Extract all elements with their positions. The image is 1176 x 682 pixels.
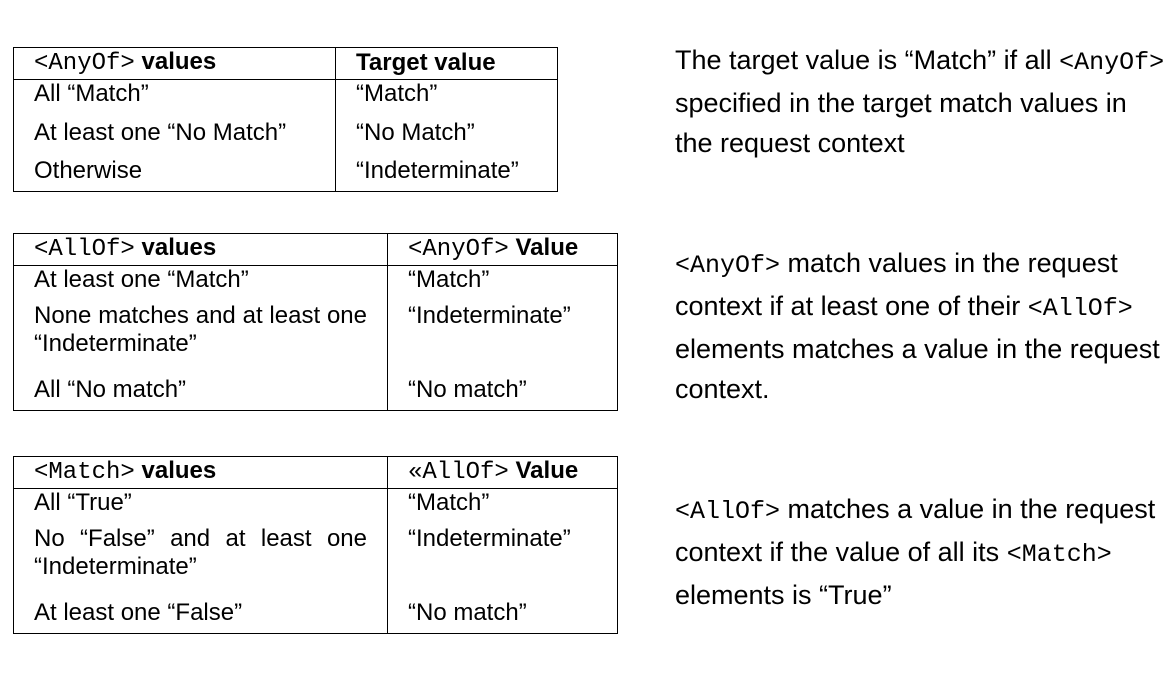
table-row: No “False” and at least one “Indetermina… [13, 521, 618, 590]
table-cell: “Match” [408, 489, 490, 516]
column-header-allof-values: <AllOf> values [13, 233, 388, 266]
table-cell: Otherwise [13, 156, 336, 192]
table-cell: All “No match” [13, 366, 388, 411]
header-text: values [134, 48, 217, 76]
table-cell: “Indeterminate” [356, 156, 519, 184]
table-row: All “Match” “Match” [13, 79, 558, 119]
header-text: values [134, 457, 217, 485]
header-text: values [134, 234, 217, 262]
header-text: Target value [356, 49, 496, 77]
table-cell: “No match” [408, 375, 527, 403]
table-row: All “True” “Match” [13, 488, 618, 522]
table-cell: “Match” [356, 80, 438, 107]
table-cell: “Indeterminate” [408, 524, 571, 552]
table-row: None matches and at least one “Indetermi… [13, 298, 618, 367]
allof-evaluation-table: <Match> values «AllOf> Value All “True” … [13, 456, 618, 634]
header-tag: «AllOf> [408, 459, 509, 487]
table-cell: “Match” [408, 266, 490, 293]
table-cell: At least one “No Match” [13, 118, 336, 157]
header-text: Value [508, 234, 579, 262]
table-cell: None matches and at least one “Indetermi… [34, 301, 367, 358]
table-cell: No “False” and at least one “Indetermina… [34, 524, 367, 581]
table-cell: All “Match” [13, 79, 336, 119]
table-row: At least one “Match” “Match” [13, 265, 618, 299]
table-cell: “No match” [408, 598, 527, 626]
table-header-row: <AllOf> values <AnyOf> Value [13, 233, 618, 266]
anyof-explanation: <AnyOf> match values in the request cont… [675, 248, 1160, 404]
table-row: All “No match” “No match” [13, 366, 618, 411]
table-cell: “Indeterminate” [408, 301, 571, 329]
table-cell: “No Match” [356, 118, 475, 146]
column-header-anyof-values: <AnyOf> values [13, 47, 336, 80]
header-tag: <AnyOf> [34, 50, 135, 78]
column-header-match-values: <Match> values [13, 456, 388, 489]
table-row: At least one “No Match” “No Match” [13, 118, 558, 157]
code-anyof: <AnyOf> [675, 251, 781, 280]
code-allof: <AllOf> [675, 497, 781, 526]
header-tag: <Match> [34, 459, 135, 487]
code-match: <Match> [1006, 540, 1112, 569]
target-evaluation-table: <AnyOf> values Target value All “Match” … [13, 47, 558, 192]
table-cell: At least one “Match” [13, 265, 388, 299]
column-header-anyof-value: <AnyOf> Value [387, 233, 618, 266]
allof-explanation: <AllOf> matches a value in the request c… [675, 494, 1156, 610]
code-anyof: <AnyOf> [1059, 48, 1165, 77]
table-row: Otherwise “Indeterminate” [13, 156, 558, 192]
header-tag: <AllOf> [34, 236, 135, 264]
header-text: Value [508, 457, 579, 485]
code-allof: <AllOf> [1027, 294, 1133, 323]
column-header-target-value: Target value [335, 47, 558, 80]
table-header-row: <Match> values «AllOf> Value [13, 456, 618, 489]
table-header-row: <AnyOf> values Target value [13, 47, 558, 80]
anyof-evaluation-table: <AllOf> values <AnyOf> Value At least on… [13, 233, 618, 411]
target-explanation: The target value is “Match” if all <AnyO… [675, 45, 1165, 158]
table-cell: All “True” [13, 488, 388, 522]
table-row: At least one “False” “No match” [13, 589, 618, 634]
header-tag: <AnyOf> [408, 236, 509, 264]
table-cell: At least one “False” [13, 589, 388, 634]
column-header-allof-value: «AllOf> Value [387, 456, 618, 489]
